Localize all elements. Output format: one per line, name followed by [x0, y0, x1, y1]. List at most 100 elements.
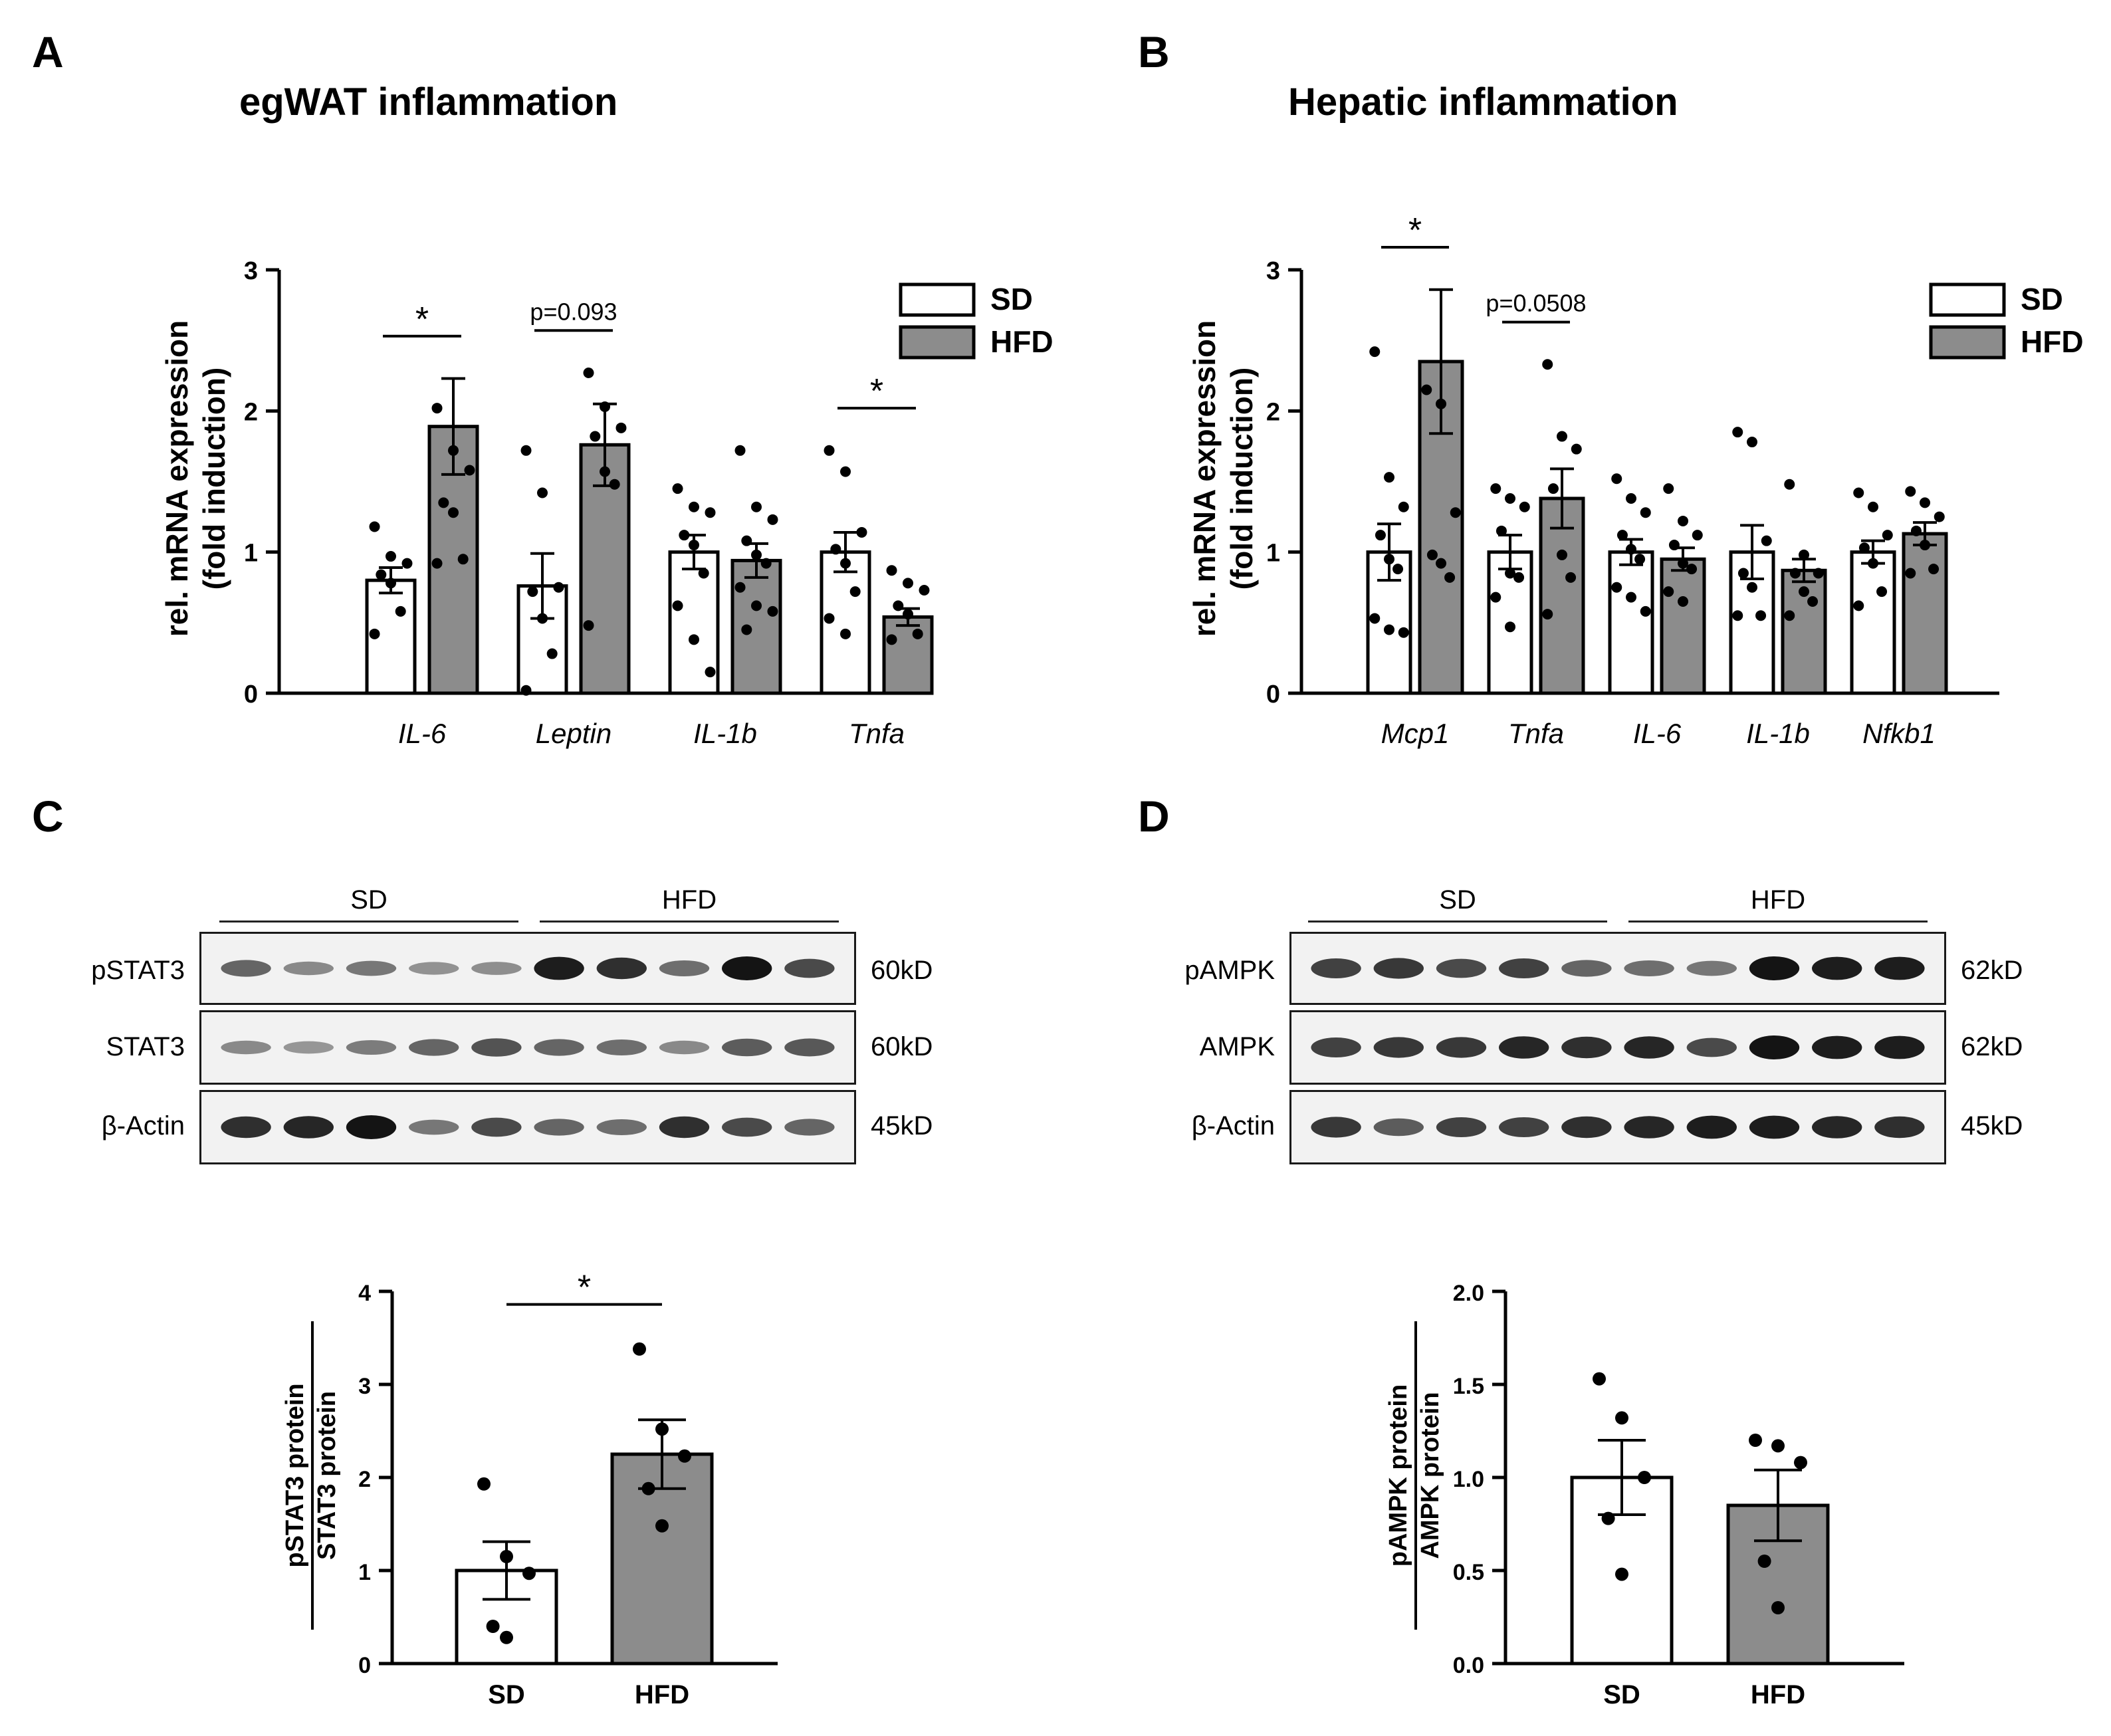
- x-tick-label: HFD: [1751, 1680, 1805, 1709]
- data-point: [1905, 486, 1916, 497]
- blot-band: [409, 1119, 459, 1135]
- data-point: [678, 1449, 691, 1463]
- data-point: [1757, 1555, 1771, 1568]
- blot-d-kd-0: 62kD: [1961, 956, 2023, 985]
- y-label-denominator: STAT3 protein: [313, 1391, 341, 1560]
- data-point: [1593, 1372, 1606, 1386]
- data-point: [641, 1481, 655, 1495]
- data-point: [1519, 501, 1530, 512]
- x-tick-label: IL-6: [398, 718, 447, 749]
- blot-band: [471, 1038, 522, 1057]
- data-point: [1813, 568, 1824, 579]
- bar: [1850, 550, 1896, 695]
- blot-band: [1436, 1037, 1487, 1058]
- data-point: [527, 586, 538, 597]
- blot-band: [1373, 958, 1424, 979]
- data-point: [1369, 346, 1381, 358]
- data-point: [1858, 542, 1870, 554]
- panel-title-a: egWAT inflammation: [239, 80, 618, 124]
- data-point: [1384, 472, 1394, 483]
- blot-band: [1311, 1117, 1361, 1138]
- data-point: [553, 582, 564, 593]
- data-point: [1369, 613, 1381, 624]
- blot-band: [596, 957, 647, 980]
- bar: [455, 1569, 558, 1666]
- x-tick-label: IL-6: [1633, 718, 1682, 749]
- y-tick-label: 2: [1266, 398, 1280, 426]
- blot-band: [1874, 1116, 1925, 1139]
- y-tick-label: 0: [244, 681, 258, 708]
- data-point: [893, 600, 904, 611]
- blot-band: [221, 960, 271, 977]
- data-point: [1513, 572, 1525, 583]
- data-point: [522, 1567, 536, 1580]
- data-point: [486, 1620, 500, 1633]
- y-label-denominator: AMPK protein: [1416, 1392, 1444, 1559]
- chart-a: 0 1 2 3 rel. mRNA expression (fold induction)…: [160, 257, 1054, 749]
- legend-swatch-sd: [899, 282, 976, 317]
- data-point: [1505, 568, 1515, 579]
- blot-band: [1373, 1118, 1424, 1137]
- blot-d-kd-2: 45kD: [1961, 1111, 2023, 1140]
- data-point: [1882, 530, 1893, 541]
- data-point: [386, 578, 396, 589]
- blot-band: [1436, 1117, 1487, 1137]
- data-point: [1737, 568, 1749, 579]
- data-point: [520, 445, 532, 456]
- y-tick-label: 3: [244, 257, 258, 285]
- y-tick-label: 0: [1266, 681, 1280, 708]
- data-point: [1910, 525, 1922, 536]
- blot-band: [1686, 1115, 1737, 1139]
- data-point: [1616, 530, 1628, 541]
- data-point: [401, 558, 413, 569]
- data-point: [1761, 535, 1772, 546]
- data-point: [1634, 554, 1646, 565]
- data-point: [689, 634, 699, 645]
- data-point: [1663, 483, 1674, 494]
- data-point: [448, 507, 459, 518]
- data-point: [369, 521, 380, 532]
- blot-bands: [221, 956, 835, 980]
- y-tick-label: 3: [1266, 257, 1280, 285]
- data-point: [886, 565, 897, 576]
- blot-d-strip-actin: [1289, 1090, 1946, 1164]
- x-tick-label: Mcp1: [1381, 718, 1450, 749]
- blot-band: [784, 958, 835, 978]
- significance-label: *: [578, 1269, 591, 1307]
- y-label-numerator: pSTAT3 protein: [281, 1383, 309, 1567]
- blot-d-kd-1: 62kD: [1961, 1032, 2023, 1061]
- blot-band: [1499, 1036, 1549, 1059]
- y-label-line-2: (fold induction): [1224, 368, 1259, 590]
- blot-bands: [221, 1038, 835, 1057]
- data-point: [849, 586, 861, 597]
- data-point: [1505, 492, 1515, 504]
- blot-band: [346, 960, 397, 976]
- blot-band: [534, 956, 584, 980]
- data-point: [824, 613, 835, 624]
- data-point: [1547, 483, 1559, 494]
- blot-band: [346, 1115, 397, 1139]
- data-point: [1490, 592, 1501, 603]
- blot-c-strip-pstat3: [199, 932, 856, 1005]
- significance-label: *: [415, 300, 429, 339]
- blot-d-row-label-0: pAMPK: [1184, 956, 1275, 985]
- blot-band: [283, 1041, 334, 1054]
- blot-band: [1561, 960, 1612, 977]
- data-point: [1640, 605, 1651, 617]
- y-tick-label: 1.5: [1453, 1374, 1484, 1399]
- data-point: [672, 600, 683, 611]
- data-point: [760, 558, 772, 569]
- data-point: [520, 685, 532, 696]
- data-point: [1789, 568, 1801, 579]
- significance-label: p=0.0508: [1486, 290, 1586, 317]
- y-label-numerator: pAMPK protein: [1385, 1384, 1412, 1567]
- blot-band: [1812, 956, 1862, 980]
- data-point: [919, 584, 930, 596]
- data-point: [1686, 564, 1698, 575]
- x-tick-label: SD: [1603, 1680, 1640, 1709]
- data-point: [1626, 544, 1636, 555]
- data-point: [840, 558, 851, 569]
- data-point: [1615, 1411, 1628, 1425]
- data-point: [464, 465, 475, 476]
